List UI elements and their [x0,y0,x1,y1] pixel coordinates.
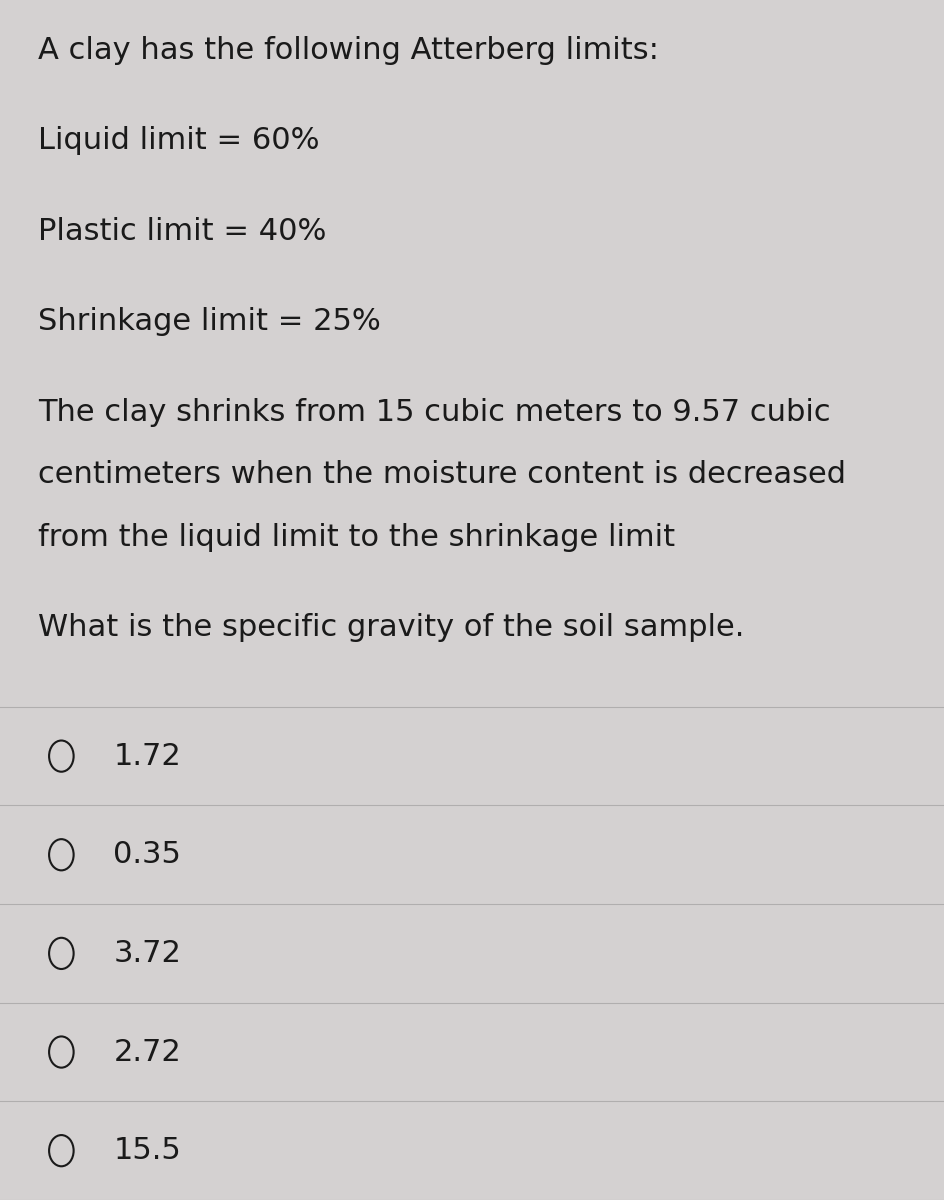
Text: 3.72: 3.72 [113,938,181,968]
Text: What is the specific gravity of the soil sample.: What is the specific gravity of the soil… [38,613,744,642]
Text: from the liquid limit to the shrinkage limit: from the liquid limit to the shrinkage l… [38,523,675,552]
Text: A clay has the following Atterberg limits:: A clay has the following Atterberg limit… [38,36,659,65]
Text: Shrinkage limit = 25%: Shrinkage limit = 25% [38,307,380,336]
Text: centimeters when the moisture content is decreased: centimeters when the moisture content is… [38,461,846,490]
Text: 0.35: 0.35 [113,840,181,869]
Text: 15.5: 15.5 [113,1136,181,1165]
Text: The clay shrinks from 15 cubic meters to 9.57 cubic: The clay shrinks from 15 cubic meters to… [38,398,831,427]
Text: 2.72: 2.72 [113,1038,181,1067]
Text: 1.72: 1.72 [113,742,181,770]
Text: Plastic limit = 40%: Plastic limit = 40% [38,217,326,246]
Text: Liquid limit = 60%: Liquid limit = 60% [38,126,319,156]
